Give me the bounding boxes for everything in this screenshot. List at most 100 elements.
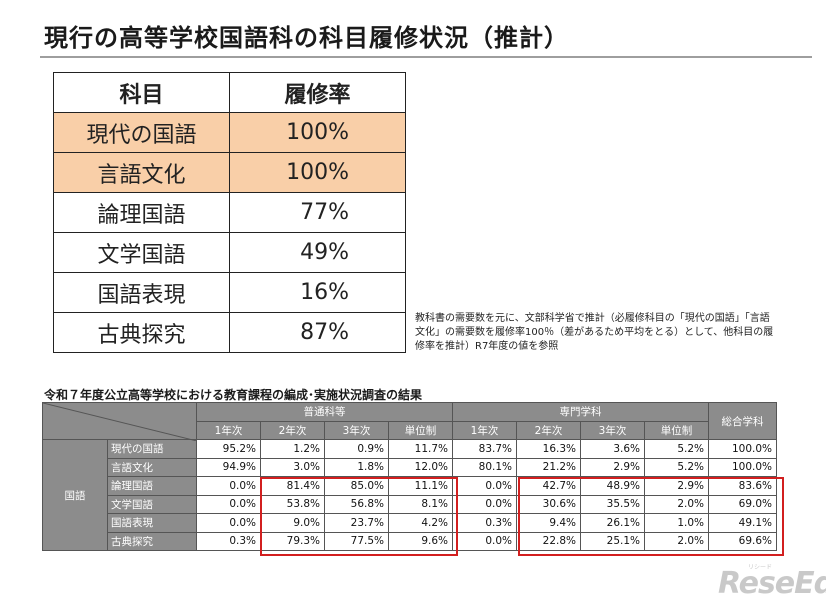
detail-cell: 0.9% — [324, 439, 389, 459]
group-header-integrated: 総合学科 — [708, 402, 777, 440]
detail-cell: 0.0% — [452, 531, 517, 551]
detail-cell: 8.1% — [388, 494, 453, 514]
detail-cell: 3.6% — [580, 439, 645, 459]
corner-diagonal — [43, 403, 197, 441]
detail-group-header-row: 普通科等 専門学科 総合学科 — [42, 402, 777, 441]
detail-sub-header-row: 1年次 2年次 3年次 単位制 1年次 2年次 3年次 単位制 — [43, 420, 777, 440]
detail-cell: 9.4% — [516, 513, 581, 533]
detail-row: 国語表現 0.0% 9.0% 23.7% 4.2% 0.3% 9.4% 26.1… — [43, 513, 777, 533]
detail-subject: 文学国語 — [107, 494, 197, 514]
detail-cell: 0.0% — [452, 476, 517, 496]
detail-caption: 令和７年度公立高等学校における教育課程の編成･実施状況調査の結果 — [44, 388, 423, 402]
detail-cell: 2.0% — [644, 531, 709, 551]
detail-subject: 論理国語 — [107, 476, 197, 496]
summary-rate: 100% — [229, 112, 406, 153]
detail-cell: 56.8% — [324, 494, 389, 514]
sub-header: 1年次 — [196, 420, 261, 440]
summary-row: 現代の国語 100% — [53, 112, 406, 153]
detail-cell: 42.7% — [516, 476, 581, 496]
detail-cell: 1.2% — [260, 439, 325, 459]
title-divider — [40, 56, 812, 58]
detail-cell: 1.0% — [644, 513, 709, 533]
summary-header-rate: 履修率 — [229, 72, 406, 113]
summary-subject: 国語表現 — [53, 272, 230, 313]
detail-cell: 83.7% — [452, 439, 517, 459]
detail-subject: 古典探究 — [107, 531, 197, 551]
sub-header: 2年次 — [260, 420, 325, 440]
summary-rate: 49% — [229, 232, 406, 273]
detail-cell: 9.6% — [388, 531, 453, 551]
detail-cell: 3.0% — [260, 457, 325, 477]
detail-cell: 4.2% — [388, 513, 453, 533]
summary-subject: 文学国語 — [53, 232, 230, 273]
detail-subject: 言語文化 — [107, 457, 197, 477]
detail-cell: 16.3% — [516, 439, 581, 459]
page-title: 現行の高等学校国語科の科目履修状況（推計） — [44, 24, 569, 52]
detail-cell: 11.7% — [388, 439, 453, 459]
detail-cell: 0.0% — [196, 513, 261, 533]
detail-subject: 国語表現 — [107, 513, 197, 533]
detail-row: 論理国語 0.0% 81.4% 85.0% 11.1% 0.0% 42.7% 4… — [43, 476, 777, 496]
detail-cell: 35.5% — [580, 494, 645, 514]
summary-subject: 論理国語 — [53, 192, 230, 233]
summary-row: 国語表現 16% — [53, 272, 406, 313]
detail-cell: 11.1% — [388, 476, 453, 496]
summary-row: 言語文化 100% — [53, 152, 406, 193]
detail-cell: 5.2% — [644, 457, 709, 477]
sub-header: 3年次 — [324, 420, 389, 440]
detail-cell: 49.1% — [708, 513, 777, 533]
estimation-note: 教科書の需要数を元に、文部科学省で推計（必履修科目の「現代の国語」「言語文化」の… — [415, 313, 774, 352]
detail-cell: 12.0% — [388, 457, 453, 477]
detail-cell: 94.9% — [196, 457, 261, 477]
detail-cell: 25.1% — [580, 531, 645, 551]
detail-cell: 30.6% — [516, 494, 581, 514]
detail-cell: 79.3% — [260, 531, 325, 551]
summary-table: 科目 履修率 現代の国語 100% 言語文化 100% 論理国語 77% 文学国… — [53, 72, 406, 353]
group-header-specialized: 専門学科 — [452, 402, 709, 422]
summary-row: 文学国語 49% — [53, 232, 406, 273]
summary-row: 古典探究 87% — [53, 312, 406, 353]
summary-rate: 16% — [229, 272, 406, 313]
summary-subject: 古典探究 — [53, 312, 230, 353]
detail-cell: 0.3% — [196, 531, 261, 551]
detail-cell: 69.0% — [708, 494, 777, 514]
watermark-logo: ReseEd — [718, 566, 826, 601]
sub-header: 3年次 — [580, 420, 645, 440]
detail-cell: 83.6% — [708, 476, 777, 496]
detail-cell: 2.9% — [644, 476, 709, 496]
detail-cell: 26.1% — [580, 513, 645, 533]
summary-rate: 100% — [229, 152, 406, 193]
detail-row: 古典探究 0.3% 79.3% 77.5% 9.6% 0.0% 22.8% 25… — [43, 531, 777, 551]
detail-cell: 0.0% — [196, 494, 261, 514]
detail-cell: 85.0% — [324, 476, 389, 496]
detail-cell: 80.1% — [452, 457, 517, 477]
detail-cell: 53.8% — [260, 494, 325, 514]
corner-cell — [42, 402, 197, 441]
summary-row: 論理国語 77% — [53, 192, 406, 233]
summary-rate: 77% — [229, 192, 406, 233]
detail-cell: 100.0% — [708, 439, 777, 459]
detail-cell: 2.0% — [644, 494, 709, 514]
detail-subject: 現代の国語 — [107, 439, 197, 459]
detail-cell: 95.2% — [196, 439, 261, 459]
detail-cell: 100.0% — [708, 457, 777, 477]
sub-header: 単位制 — [644, 420, 709, 440]
detail-cell: 1.8% — [324, 457, 389, 477]
group-header-general: 普通科等 — [196, 402, 453, 422]
detail-cell: 2.9% — [580, 457, 645, 477]
summary-subject: 現代の国語 — [53, 112, 230, 153]
detail-table: 普通科等 専門学科 総合学科 1年次 2年次 3年次 単位制 1年次 2年次 3… — [42, 402, 777, 551]
sub-header: 2年次 — [516, 420, 581, 440]
detail-cell: 22.8% — [516, 531, 581, 551]
sub-header: 1年次 — [452, 420, 517, 440]
watermark-subtext: リシード — [748, 564, 773, 571]
detail-row: 文学国語 0.0% 53.8% 56.8% 8.1% 0.0% 30.6% 35… — [43, 494, 777, 514]
detail-cell: 5.2% — [644, 439, 709, 459]
detail-cell: 23.7% — [324, 513, 389, 533]
detail-cell: 0.0% — [196, 476, 261, 496]
detail-cell: 81.4% — [260, 476, 325, 496]
summary-subject: 言語文化 — [53, 152, 230, 193]
detail-cell: 77.5% — [324, 531, 389, 551]
row-group-label: 国語 — [42, 439, 108, 551]
detail-row: 言語文化 94.9% 3.0% 1.8% 12.0% 80.1% 21.2% 2… — [43, 457, 777, 477]
